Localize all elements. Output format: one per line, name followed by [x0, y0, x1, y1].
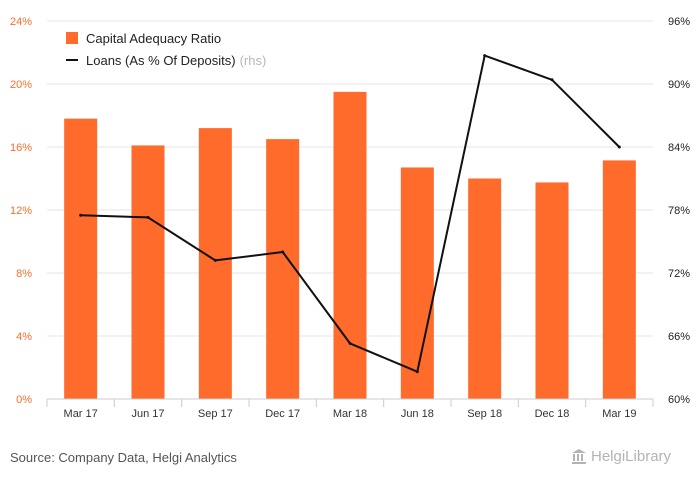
bar: [333, 91, 367, 399]
x-tick-label: Jun 18: [401, 408, 434, 420]
bar-series: [64, 91, 636, 400]
bar: [535, 182, 569, 399]
bar: [602, 160, 636, 399]
right-tick-label: 84%: [668, 142, 690, 154]
x-tick-label: Sep 18: [467, 408, 502, 420]
bar: [266, 139, 300, 399]
right-tick-label: 66%: [668, 331, 690, 343]
x-tick-label: Sep 17: [198, 408, 233, 420]
x-tick-label: Mar 17: [64, 408, 98, 420]
bar: [468, 178, 502, 399]
line-point: [146, 215, 150, 219]
x-tick-label: Dec 17: [265, 408, 300, 420]
right-tick-label: 72%: [668, 268, 690, 280]
left-tick-label: 8%: [16, 268, 32, 280]
line-point: [213, 258, 217, 262]
left-axis: 0% 4% 8% 12% 16% 20% 24%: [10, 16, 32, 406]
x-tick-label: Dec 18: [535, 408, 570, 420]
left-tick-label: 12%: [10, 205, 32, 217]
line-point: [348, 341, 352, 345]
left-tick-label: 16%: [10, 142, 32, 154]
bar: [400, 167, 434, 399]
legend-line-suffix: (rhs): [239, 52, 267, 68]
line-point: [79, 213, 83, 217]
x-tick-label: Mar 19: [602, 408, 636, 420]
library-building-icon: [572, 448, 586, 464]
line-point: [617, 145, 621, 149]
left-tick-label: 20%: [10, 79, 32, 91]
right-tick-label: 78%: [668, 205, 690, 217]
line-point: [550, 78, 554, 82]
right-tick-label: 96%: [668, 16, 690, 28]
legend-item-line[interactable]: Loans (As % Of Deposits) (rhs): [66, 49, 266, 71]
right-tick-label: 90%: [668, 79, 690, 91]
line-series: [79, 54, 621, 374]
logo-text: HelgiLibrary: [591, 448, 672, 465]
source-note: Source: Company Data, Helgi Analytics: [10, 450, 237, 465]
legend-line-label: Loans (As % Of Deposits): [86, 52, 236, 68]
right-tick-label: 60%: [668, 394, 690, 406]
bar: [131, 145, 165, 399]
left-tick-label: 4%: [16, 331, 32, 343]
line-point: [281, 250, 285, 254]
left-tick-label: 24%: [10, 16, 32, 28]
right-axis: 60% 66% 72% 78% 84% 90% 96%: [668, 16, 690, 406]
brand-logo[interactable]: HelgiLibrary: [571, 448, 671, 465]
x-tick-label: Mar 18: [333, 408, 367, 420]
x-axis: Mar 17 Jun 17 Sep 17 Dec 17 Mar 18 Jun 18 Sep …: [46, 398, 654, 420]
x-tick-label: Jun 17: [131, 408, 164, 420]
bar: [64, 118, 98, 400]
left-tick-label: 0%: [16, 394, 32, 406]
legend-line-swatch: [66, 59, 78, 61]
legend-bar-label: Capital Adequacy Ratio: [86, 30, 222, 46]
legend-bar-swatch: [66, 32, 78, 44]
legend-item-bar[interactable]: Capital Adequacy Ratio: [66, 27, 266, 49]
bar: [198, 128, 232, 399]
legend: Capital Adequacy Ratio Loans (As % Of De…: [66, 27, 266, 71]
line-point: [483, 54, 487, 58]
line-point: [415, 370, 419, 374]
